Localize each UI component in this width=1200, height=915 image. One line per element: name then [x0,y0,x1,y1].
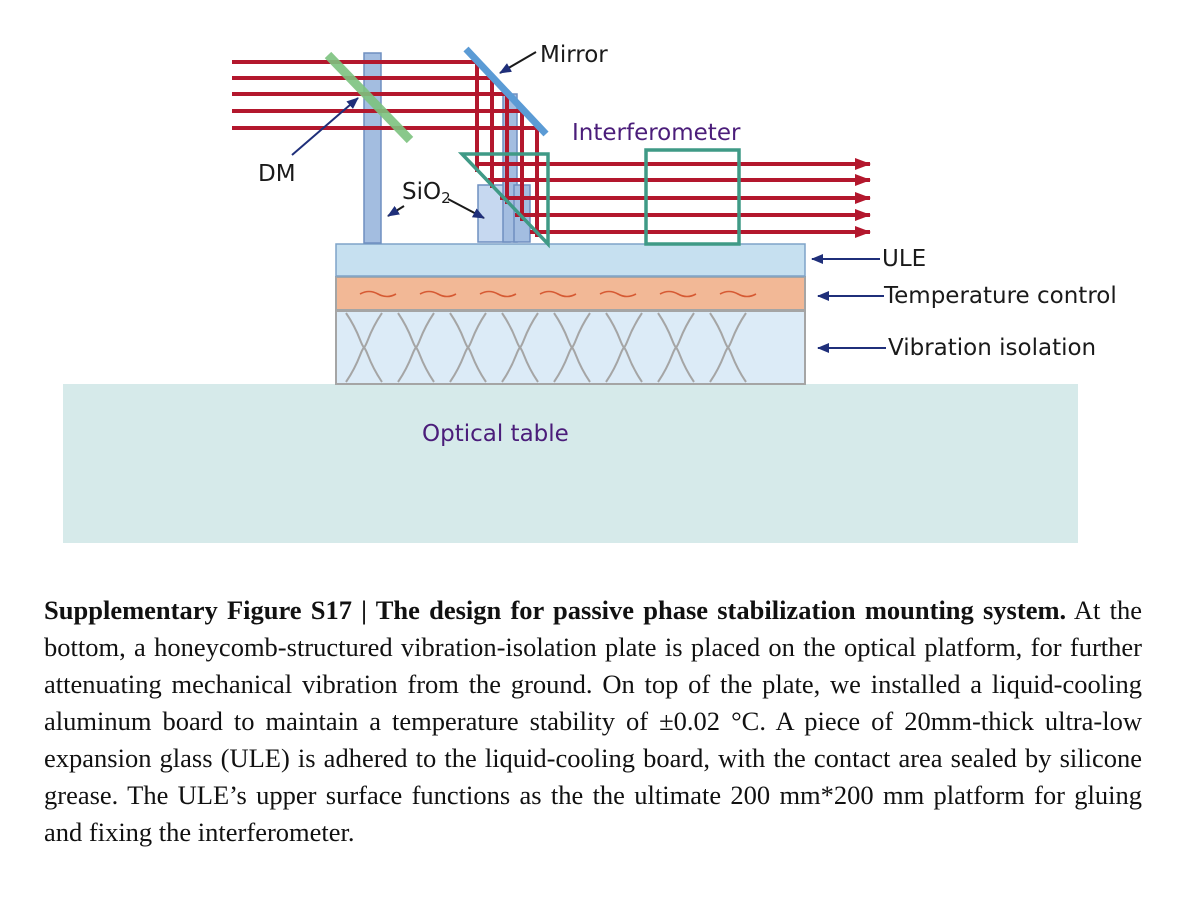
vibration-isolation-label: Vibration isolation [888,335,1096,361]
dm-post [363,52,382,244]
honeycomb-cell-wall [674,312,695,383]
caption-label: Supplementary Figure S17 | The design fo… [44,595,1067,625]
heater-wave [479,290,517,298]
honeycomb-cell-wall [414,312,435,383]
heater-wave [659,290,697,298]
heater-wave [599,290,637,298]
temperature-control-label: Temperature control [883,283,1117,309]
honeycomb-cell-wall [518,312,539,383]
heater-wave [719,290,757,298]
honeycomb-cell-wall [362,312,383,383]
heater-wave [359,290,397,298]
caption-body: At the bottom, a honeycomb-structured vi… [44,595,1142,847]
mirror-label: Mirror [540,42,608,68]
mirror-pointer-arrow [499,51,537,74]
dm-label: DM [258,161,296,187]
mounting-system-diagram: Optical table [63,42,1117,543]
sio2-pointer-arrow-right [447,198,485,219]
honeycomb-cell-wall [466,312,487,383]
optical-table-label: Optical table [422,421,569,447]
sio2-label: SiO2 [402,179,451,207]
figure-caption: Supplementary Figure S17 | The design fo… [44,592,1142,851]
vibration-isolation-plate [335,310,806,385]
sio2-pointer-arrow-left [387,205,405,217]
honeycomb-cell-wall [570,312,591,383]
honeycomb-cell-wall [726,312,747,383]
heater-wave [539,290,577,298]
optical-table [63,384,1078,543]
heater-wave [419,290,457,298]
honeycomb-cell-wall [622,312,643,383]
mirror [463,46,549,137]
dichroic-mirror [324,51,414,144]
ule-label: ULE [882,246,926,272]
outgoing-beams [475,158,871,238]
ule-plate [335,243,806,277]
incoming-beams [232,60,539,237]
dm-pointer-arrow [291,97,359,156]
interferometer-label: Interferometer [572,120,741,146]
temperature-control-board [335,276,806,311]
interferometer-frames [457,148,741,249]
